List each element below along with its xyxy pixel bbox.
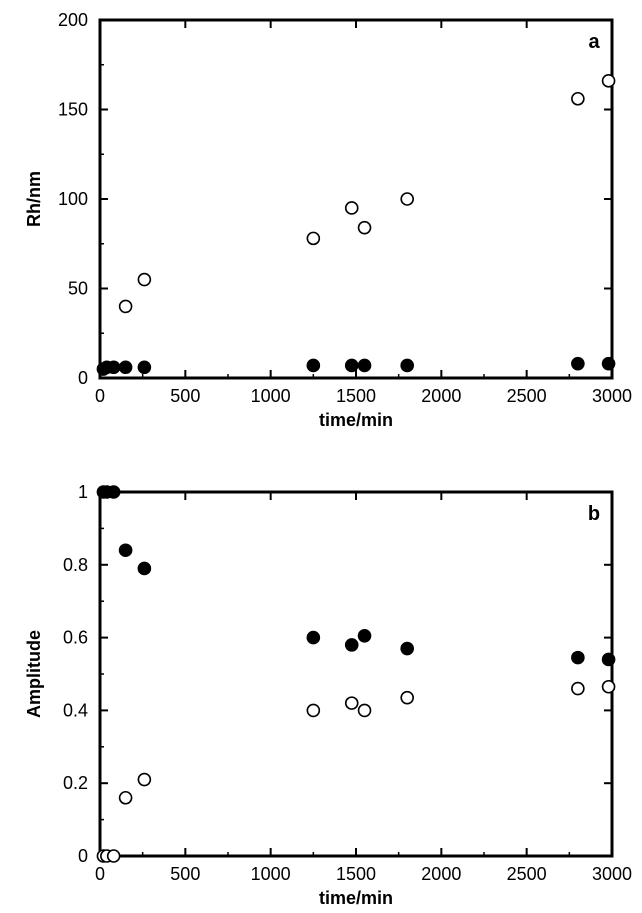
filled-data-point — [400, 358, 415, 373]
y-tick-label: 200 — [58, 10, 88, 30]
filled-data-point — [106, 360, 121, 375]
open-data-point — [306, 703, 321, 718]
x-tick-label: 1000 — [251, 386, 291, 406]
y-tick-label: 100 — [58, 189, 88, 209]
x-tick-label: 2500 — [507, 864, 547, 884]
open-data-point — [357, 703, 372, 718]
open-data-point — [306, 231, 321, 246]
filled-data-point — [118, 360, 133, 375]
filled-data-point — [601, 652, 616, 667]
y-tick-label: 50 — [68, 279, 88, 299]
filled-data-point — [357, 358, 372, 373]
x-tick-label: 2000 — [421, 386, 461, 406]
open-data-point — [400, 690, 415, 705]
y-tick-label: 0 — [78, 368, 88, 388]
open-data-point — [357, 220, 372, 235]
y-tick-label: 0.6 — [63, 628, 88, 648]
y-tick-label: 150 — [58, 100, 88, 120]
open-data-point — [344, 201, 359, 215]
filled-data-point — [400, 641, 415, 656]
x-tick-label: 1000 — [251, 864, 291, 884]
x-tick-label: 3000 — [592, 864, 632, 884]
open-data-point — [344, 696, 359, 710]
x-axis-label: time/min — [319, 888, 393, 908]
x-tick-label: 0 — [95, 864, 105, 884]
open-data-point — [601, 74, 616, 88]
open-data-point — [118, 790, 133, 805]
y-axis-label: Rh/nm — [24, 171, 44, 227]
open-data-point — [601, 679, 616, 694]
filled-data-point — [106, 485, 121, 499]
open-data-point — [118, 299, 133, 314]
x-tick-label: 500 — [170, 386, 200, 406]
y-tick-label: 0.8 — [63, 555, 88, 575]
open-data-point — [571, 681, 585, 696]
filled-data-point — [137, 561, 152, 576]
panel-b: 0 500 1000 1500 2000 2500 3000 0 0.2 0.4 0.6 0.8 1 ti… — [24, 482, 632, 908]
y-tick-label: 1 — [78, 482, 88, 502]
y-axis-label: Amplitude — [24, 630, 44, 718]
y-tick-label: 0.2 — [63, 773, 88, 793]
filled-data-point — [306, 630, 321, 645]
x-tick-label: 0 — [95, 386, 105, 406]
x-tick-label: 1500 — [336, 386, 376, 406]
x-tick-label: 2500 — [507, 386, 547, 406]
panel-a: 0 500 1000 1500 2000 2500 3000 0 50 100 150 200 time… — [24, 10, 632, 430]
filled-data-point — [306, 358, 321, 373]
filled-data-point — [601, 356, 616, 371]
x-axis-label: time/min — [319, 410, 393, 430]
open-data-point — [571, 91, 585, 106]
panel-letter: b — [588, 503, 600, 525]
open-data-point — [400, 192, 415, 206]
panel-letter: a — [588, 31, 600, 53]
filled-data-point — [137, 360, 152, 375]
y-tick-label: 0.4 — [63, 700, 88, 720]
filled-data-point — [118, 543, 133, 558]
plot-frame — [98, 490, 614, 858]
plot-frame — [98, 18, 614, 380]
filled-data-point — [571, 650, 585, 665]
x-tick-label: 500 — [170, 864, 200, 884]
open-data-point — [137, 272, 152, 287]
x-tick-label: 1500 — [336, 864, 376, 884]
open-data-point — [137, 772, 152, 787]
y-tick-label: 0 — [78, 846, 88, 866]
filled-data-point — [357, 628, 372, 643]
filled-data-point — [571, 356, 585, 371]
open-data-point — [106, 849, 121, 863]
x-tick-label: 3000 — [592, 386, 632, 406]
filled-data-point — [344, 358, 359, 373]
filled-data-point — [344, 638, 359, 652]
x-tick-label: 2000 — [421, 864, 461, 884]
